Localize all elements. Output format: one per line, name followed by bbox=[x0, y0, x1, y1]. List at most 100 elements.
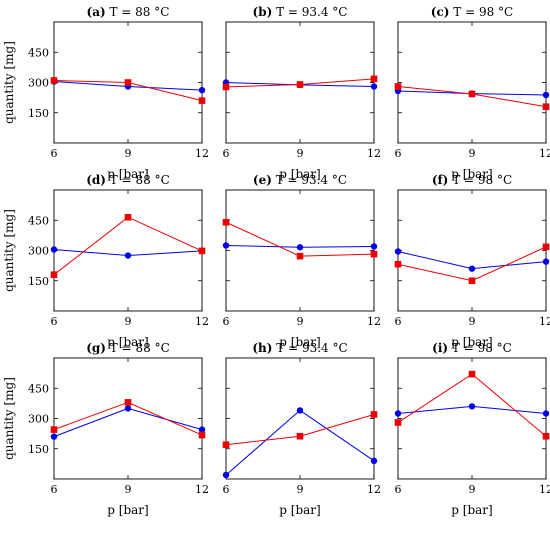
x-axis-label: p [bar] bbox=[107, 167, 148, 181]
data-point-blue-circle bbox=[542, 410, 550, 417]
x-axis-label: p [bar] bbox=[451, 503, 492, 517]
data-point-red-square bbox=[468, 370, 476, 378]
series-line-blue bbox=[53, 407, 203, 438]
x-tick-label: 9 bbox=[297, 483, 304, 496]
series-line-blue bbox=[225, 409, 375, 476]
chart-panel: (e) T = 93.4 °C 6 9 12 p [bar] bbox=[223, 173, 382, 349]
panel-letter: (g) bbox=[86, 341, 106, 355]
chart-panel: (h) T = 93.4 °C 6 9 12 p [bar] bbox=[223, 341, 382, 517]
data-point-blue-circle bbox=[370, 457, 378, 465]
y-tick-label: 450 bbox=[28, 214, 49, 227]
panel-letter: (f) bbox=[432, 173, 449, 187]
plot-frame bbox=[397, 21, 547, 144]
panel-title-text: T = 93.4 °C bbox=[272, 341, 347, 355]
data-point-red-square bbox=[124, 79, 132, 86]
x-tick-label: 9 bbox=[469, 483, 476, 496]
series-line-red bbox=[225, 413, 375, 446]
data-point-red-square bbox=[296, 432, 304, 440]
y-tick-label: 450 bbox=[28, 382, 49, 395]
data-point-blue-circle bbox=[124, 405, 132, 412]
panel-title: (b) T = 93.4 °C bbox=[253, 5, 348, 19]
panel-letter: (a) bbox=[87, 5, 106, 19]
y-tick-label: 300 bbox=[28, 413, 49, 426]
chart-panel: (g) T = 88 °C 6 9 12 150 300 450 p [bar] quantit… bbox=[2, 341, 209, 517]
data-point-red-square bbox=[198, 247, 206, 255]
data-point-red-square bbox=[50, 426, 58, 433]
chart-panel: (a) T = 88 °C 6 9 12 150 300 450 p [bar] quantit… bbox=[2, 5, 209, 181]
panel-title-text: T = 98 °C bbox=[448, 173, 512, 187]
x-tick-label: 6 bbox=[51, 147, 58, 160]
x-tick-label: 9 bbox=[125, 315, 132, 328]
y-tick-label: 150 bbox=[28, 107, 49, 120]
y-axis-label: quantity [mg] bbox=[2, 377, 16, 460]
plot-frame bbox=[225, 189, 375, 312]
x-axis-label: p [bar] bbox=[451, 167, 492, 181]
panel-title-text: T = 88 °C bbox=[106, 341, 170, 355]
data-point-blue-circle bbox=[394, 248, 402, 255]
panel-title-text: T = 88 °C bbox=[106, 5, 170, 19]
x-tick-label: 12 bbox=[195, 483, 209, 496]
x-tick-label: 9 bbox=[125, 483, 132, 496]
panel-title: (c) T = 98 °C bbox=[431, 5, 513, 19]
x-tick-label: 6 bbox=[223, 147, 230, 160]
x-tick-label: 12 bbox=[367, 147, 381, 160]
panel-title: (a) T = 88 °C bbox=[87, 5, 170, 19]
y-axis-label: quantity [mg] bbox=[2, 41, 16, 124]
x-axis-label: p [bar] bbox=[107, 335, 148, 349]
chart-panel: (i) T = 98 °C 6 9 12 p [bar] bbox=[395, 341, 550, 517]
x-tick-label: 12 bbox=[539, 147, 550, 160]
x-tick-label: 12 bbox=[539, 315, 550, 328]
x-tick-label: 9 bbox=[125, 147, 132, 160]
data-point-red-square bbox=[124, 213, 132, 221]
data-point-red-square bbox=[542, 103, 550, 110]
x-tick-label: 9 bbox=[297, 147, 304, 160]
data-point-blue-circle bbox=[468, 403, 476, 410]
x-tick-label: 12 bbox=[367, 483, 381, 496]
data-point-red-square bbox=[370, 250, 378, 258]
chart-panel: (f) T = 98 °C 6 9 12 p [bar] bbox=[395, 173, 550, 349]
data-point-blue-circle bbox=[222, 471, 230, 479]
data-point-blue-circle bbox=[394, 410, 402, 417]
x-tick-label: 6 bbox=[395, 483, 402, 496]
data-point-blue-circle bbox=[198, 426, 206, 433]
x-tick-label: 12 bbox=[195, 147, 209, 160]
x-tick-label: 9 bbox=[469, 147, 476, 160]
y-tick-label: 300 bbox=[28, 77, 49, 90]
panel-title: (d) T = 88 °C bbox=[86, 173, 170, 187]
x-tick-label: 12 bbox=[195, 315, 209, 328]
x-tick-label: 6 bbox=[395, 315, 402, 328]
data-point-red-square bbox=[198, 431, 206, 439]
panel-title: (i) T = 98 °C bbox=[432, 341, 512, 355]
x-tick-label: 9 bbox=[297, 315, 304, 328]
panel-title: (h) T = 93.4 °C bbox=[252, 341, 347, 355]
x-tick-label: 6 bbox=[223, 483, 230, 496]
x-axis-label: p [bar] bbox=[279, 503, 320, 517]
data-point-red-square bbox=[370, 75, 378, 83]
panel-title: (f) T = 98 °C bbox=[432, 173, 512, 187]
data-point-red-square bbox=[124, 399, 132, 406]
y-tick-label: 150 bbox=[28, 443, 49, 456]
panel-title-text: T = 93.4 °C bbox=[272, 5, 347, 19]
data-point-red-square bbox=[394, 83, 402, 90]
series-line-red bbox=[225, 221, 375, 257]
panel-letter: (e) bbox=[253, 173, 272, 187]
data-point-red-square bbox=[370, 411, 378, 418]
panel-title: (e) T = 93.4 °C bbox=[253, 173, 347, 187]
x-tick-label: 6 bbox=[395, 147, 402, 160]
panel-title-text: T = 98 °C bbox=[449, 5, 513, 19]
data-point-blue-circle bbox=[124, 252, 132, 259]
data-point-blue-circle bbox=[370, 243, 378, 250]
chart-panel: (b) T = 93.4 °C 6 9 12 p [bar] bbox=[223, 5, 382, 181]
x-tick-label: 12 bbox=[367, 315, 381, 328]
data-point-blue-circle bbox=[222, 242, 230, 249]
x-tick-label: 9 bbox=[469, 315, 476, 328]
data-point-red-square bbox=[50, 271, 58, 278]
x-tick-label: 6 bbox=[223, 315, 230, 328]
data-point-red-square bbox=[394, 260, 402, 268]
panel-letter: (b) bbox=[253, 5, 273, 19]
data-point-red-square bbox=[222, 83, 230, 91]
panel-letter: (i) bbox=[432, 341, 448, 355]
data-point-blue-circle bbox=[50, 433, 58, 440]
panel-letter: (d) bbox=[86, 173, 106, 187]
series-line-red bbox=[53, 216, 203, 276]
